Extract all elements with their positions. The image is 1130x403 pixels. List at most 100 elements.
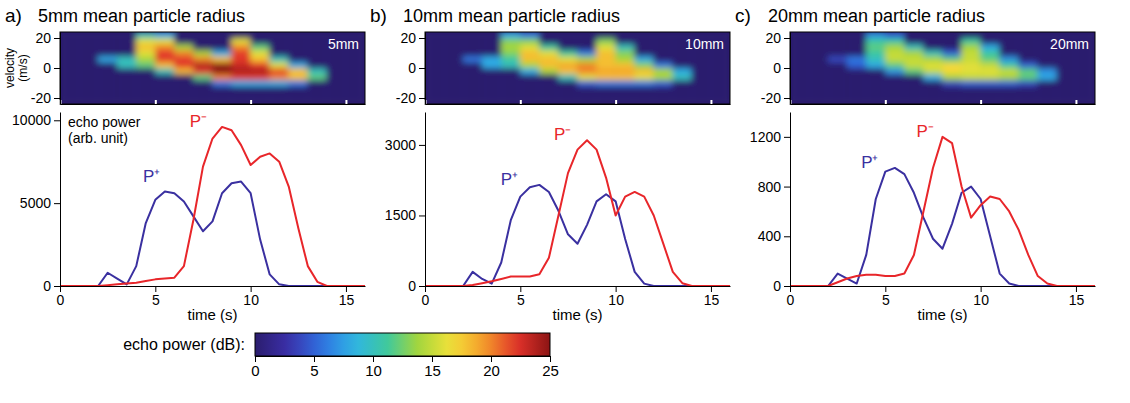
- heatmap-cell: [213, 80, 232, 86]
- heatmap-cell: [654, 44, 673, 50]
- heatmap-cell: [828, 98, 847, 104]
- heatmap-cell: [616, 62, 635, 68]
- heatmap-cell: [943, 62, 962, 68]
- heatmap-cell: [847, 92, 866, 98]
- heatmap-cell: [847, 50, 866, 56]
- heatmap-cell: [463, 74, 482, 80]
- tick: 5: [882, 286, 890, 308]
- tick-label: -20: [396, 90, 416, 106]
- heatmap-cell: [251, 38, 270, 44]
- tick: 0: [43, 60, 60, 76]
- heatmap-cell: [136, 98, 155, 104]
- heatmap-cell: [597, 92, 616, 98]
- heatmap-cell: [673, 74, 692, 80]
- heatmap-cell: [60, 32, 79, 38]
- heatmap-cell: [270, 50, 289, 56]
- tick: -20: [396, 90, 425, 106]
- heatmap-cell: [616, 80, 635, 86]
- heatmap-cell: [1019, 68, 1038, 74]
- heatmap-cell: [463, 38, 482, 44]
- heatmap-cell: [174, 80, 193, 86]
- heatmap-cell: [981, 86, 1000, 92]
- heatmap-cell: [790, 74, 809, 80]
- heatmap-cell: [501, 98, 520, 104]
- heatmap-cell: [558, 92, 577, 98]
- heatmap-cell: [943, 68, 962, 74]
- heatmap-cell: [289, 68, 308, 74]
- y-axis-title: velocity(m/s): [3, 48, 30, 88]
- heatmap-cell: [1019, 62, 1038, 68]
- tick-label: 10000: [12, 112, 51, 128]
- heatmap-cell: [463, 86, 482, 92]
- heatmap-cell: [654, 38, 673, 44]
- heatmap-cell: [1000, 62, 1019, 68]
- heatmap-cell: [673, 80, 692, 86]
- heatmap-cell: [578, 86, 597, 92]
- heatmap-cell: [463, 50, 482, 56]
- heatmap-cell: [444, 62, 463, 68]
- heatmap-cell: [578, 38, 597, 44]
- heatmap-cell: [635, 44, 654, 50]
- heatmap-cell: [597, 86, 616, 92]
- heatmap-cell: [943, 80, 962, 86]
- heatmap-cell: [923, 32, 942, 38]
- heatmap-cell: [790, 86, 809, 92]
- heatmap-cell: [904, 74, 923, 80]
- heatmap-cell: [654, 86, 673, 92]
- heatmap-cell: [558, 44, 577, 50]
- heatmap-cell: [213, 92, 232, 98]
- tick: 15: [1069, 286, 1085, 308]
- heatmap-cell: [136, 56, 155, 62]
- tick: 0: [43, 278, 60, 294]
- heatmap-cell: [501, 56, 520, 62]
- tick: [346, 100, 347, 104]
- heatmap-cell: [885, 32, 904, 38]
- heatmap-cell: [155, 86, 174, 92]
- heatmap-cell: [174, 56, 193, 62]
- heatmap-cell: [155, 74, 174, 80]
- heatmap-cell: [520, 56, 539, 62]
- heatmap-cell: [1019, 32, 1038, 38]
- heatmap-cell: [232, 32, 251, 38]
- heatmap-cell: [558, 50, 577, 56]
- heatmap-cell: [1019, 74, 1038, 80]
- heatmap-cell: [117, 56, 136, 62]
- heatmap-cell: [578, 50, 597, 56]
- heatmap-cell: [885, 74, 904, 80]
- heatmap-cell: [654, 56, 673, 62]
- tick-label: 10: [973, 292, 989, 308]
- heatmap-cell: [79, 50, 98, 56]
- heatmap-cell: [327, 98, 346, 104]
- heatmap-cell: [943, 32, 962, 38]
- heatmap-cell: [213, 74, 232, 80]
- heatmap-cell: [1076, 68, 1095, 74]
- heatmap-cell: [885, 98, 904, 104]
- heatmap-cell: [962, 98, 981, 104]
- tick: 0: [773, 60, 790, 76]
- color-bar-title: echo power (dB):: [123, 336, 245, 353]
- heatmap-cell: [444, 44, 463, 50]
- heatmap-cell: [904, 98, 923, 104]
- heatmap-cell: [1038, 80, 1057, 86]
- series-label: P⁻: [190, 112, 207, 131]
- tick: [616, 100, 617, 104]
- tick: 0: [408, 278, 425, 294]
- tick: 20: [483, 356, 500, 379]
- tick-mark: [54, 203, 60, 204]
- heatmap-cell: [346, 74, 365, 80]
- heatmap-cell: [193, 38, 212, 44]
- heatmap-cell: [885, 86, 904, 92]
- heatmap-cell: [155, 38, 174, 44]
- heatmap-cell: [539, 86, 558, 92]
- heatmap-cell: [79, 74, 98, 80]
- heatmap-cell: [809, 80, 828, 86]
- tick-label: 20: [765, 30, 781, 46]
- heatmap-cell: [60, 92, 79, 98]
- heatmap-cell: [482, 50, 501, 56]
- heatmap-cell: [136, 32, 155, 38]
- x-axis-title: time (s): [553, 306, 603, 323]
- heatmap-cell: [597, 74, 616, 80]
- heatmap-cell: [136, 44, 155, 50]
- heatmap-cell: [904, 56, 923, 62]
- heatmap-cell: [520, 92, 539, 98]
